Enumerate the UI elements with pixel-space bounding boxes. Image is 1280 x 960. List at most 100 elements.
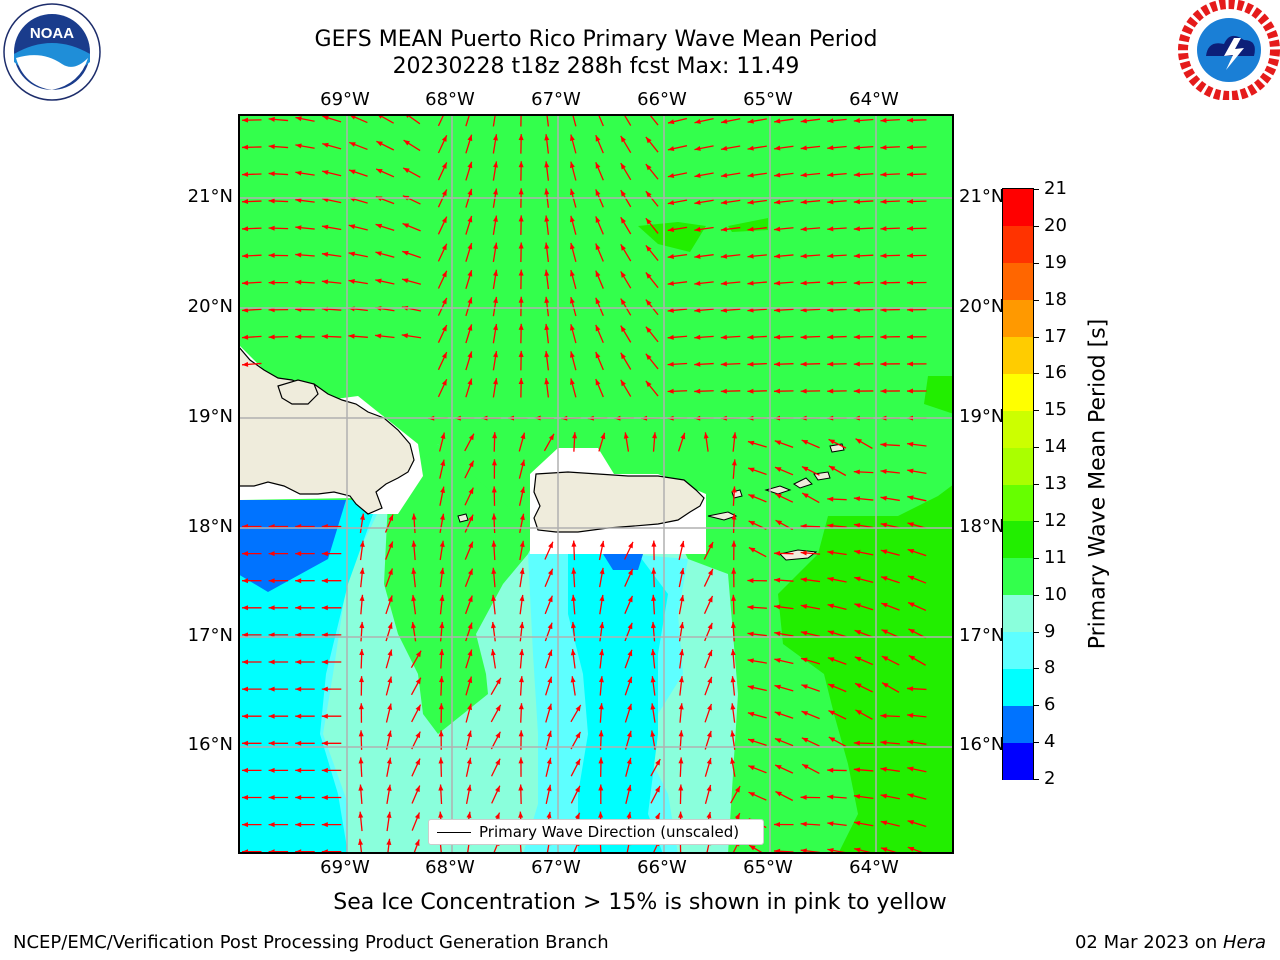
chart-subtitle: 20230228 t18z 288h fcst Max: 11.49	[392, 54, 800, 79]
wave-direction-arrowhead	[775, 791, 782, 797]
wave-direction-arrowhead	[907, 739, 914, 745]
wave-direction-arrowhead	[295, 578, 302, 584]
wave-direction-arrowhead	[242, 226, 249, 232]
wave-direction-arrowhead	[747, 685, 755, 691]
wave-direction-arrowhead	[518, 378, 524, 385]
wave-direction-arrowhead	[774, 848, 781, 852]
wave-direction-arrowhead	[598, 703, 604, 710]
wave-direction-arrowhead	[907, 549, 915, 554]
wave-direction-arrowhead	[627, 622, 633, 630]
wave-direction-arrowhead	[679, 567, 685, 575]
wave-direction-arrowhead	[853, 740, 860, 746]
wave-direction-arrowhead	[881, 629, 888, 635]
wave-direction-arrowhead	[493, 134, 498, 141]
wave-direction-arrowhead	[827, 576, 834, 582]
wave-direction-arrowhead	[800, 604, 808, 609]
wave-direction-arrowhead	[268, 334, 275, 340]
wave-direction-arrowhead	[881, 576, 888, 581]
wave-direction-arrowhead	[880, 442, 887, 448]
wave-direction-arrowhead	[321, 632, 328, 638]
wave-direction-arrowhead	[295, 795, 302, 800]
wave-direction-arrowhead	[321, 713, 328, 719]
wave-direction-arrowhead	[519, 649, 525, 656]
wave-direction-arrowhead	[441, 325, 447, 332]
wave-direction-arrowhead	[694, 388, 701, 394]
wave-direction-arrowhead	[827, 145, 834, 151]
colorbar-tick-mark	[1033, 189, 1039, 190]
colorbar-tick-mark	[1033, 410, 1039, 412]
wave-direction-arrowhead	[880, 388, 887, 394]
wave-direction-arrowhead	[774, 199, 781, 205]
wave-direction-arrowhead	[441, 243, 447, 251]
wave-direction-arrowhead	[828, 737, 836, 743]
wave-direction-arrowhead	[706, 730, 712, 738]
wave-direction-arrowhead	[827, 118, 834, 124]
wave-direction-arrowhead	[827, 821, 834, 827]
wave-direction-arrowhead	[415, 758, 421, 766]
wave-direction-arrowhead	[518, 215, 524, 222]
wave-direction-arrowhead	[518, 350, 524, 357]
wave-direction-arrowhead	[358, 811, 364, 818]
wave-direction-arrowhead	[441, 352, 447, 359]
colorbar-tick-mark	[1033, 520, 1039, 522]
wave-direction-arrowhead	[907, 766, 914, 772]
wave-direction-arrowhead	[242, 740, 248, 746]
wave-direction-arrowhead	[707, 595, 713, 603]
wave-direction-arrowhead	[415, 650, 422, 658]
wave-direction-arrowhead	[853, 253, 860, 259]
wave-direction-arrowhead	[880, 820, 888, 826]
wave-direction-arrowhead	[571, 594, 577, 602]
wave-direction-arrowhead	[321, 578, 328, 584]
wave-direction-arrowhead	[907, 253, 914, 259]
wave-direction-arrowhead	[519, 513, 525, 521]
wave-direction-arrowhead	[645, 164, 652, 171]
wave-direction-arrowhead	[467, 676, 473, 684]
wave-direction-arrowhead	[268, 605, 275, 611]
wave-direction-arrowhead	[518, 757, 524, 764]
wave-direction-arrowhead	[544, 323, 550, 331]
wave-direction-arrowhead	[295, 822, 302, 828]
colorbar-segment	[1003, 520, 1033, 559]
wave-direction-arrowhead	[518, 188, 524, 195]
wave-direction-arrowhead	[295, 605, 302, 611]
wave-direction-arrowhead	[748, 520, 756, 526]
wave-direction-arrowhead	[645, 245, 652, 252]
wave-direction-arrowhead	[801, 440, 809, 445]
wave-direction-arrowhead	[734, 786, 741, 793]
wave-direction-arrowhead	[651, 540, 657, 547]
wave-direction-arrowhead	[441, 135, 447, 142]
wave-direction-arrowhead	[720, 226, 728, 232]
wave-direction-arrowhead	[747, 280, 754, 286]
colorbar-tick-label: 16	[1044, 362, 1067, 384]
wave-direction-arrowhead	[268, 822, 275, 828]
wave-direction-arrowhead	[387, 622, 393, 629]
wave-direction-arrowhead	[694, 253, 701, 259]
wave-direction-arrowhead	[518, 269, 524, 276]
wave-direction-arrowhead	[748, 765, 755, 771]
wave-direction-arrowhead	[414, 812, 420, 820]
wave-direction-arrowhead	[268, 252, 275, 258]
wave-direction-arrowhead	[403, 140, 411, 146]
wave-direction-arrowhead	[411, 567, 417, 575]
wave-direction-arrowhead	[721, 145, 728, 151]
wave-direction-arrowhead	[853, 226, 860, 232]
wave-direction-arrowhead	[747, 440, 755, 446]
wave-direction-arrowhead	[595, 270, 601, 278]
wave-direction-arrowhead	[467, 649, 473, 657]
wave-direction-arrowhead	[706, 784, 712, 792]
wave-direction-arrow	[546, 116, 550, 127]
wave-direction-arrowhead	[569, 134, 575, 141]
colorbar-segment	[1003, 705, 1033, 743]
lat-label-right: 19°N	[959, 406, 1005, 427]
wave-direction-arrowhead	[907, 846, 915, 852]
wave-direction-arrowhead	[774, 226, 781, 232]
wave-direction-arrowhead	[774, 307, 781, 313]
wave-direction-arrowhead	[349, 142, 356, 147]
wave-direction-arrowhead	[490, 649, 496, 656]
wave-direction-arrowhead	[720, 361, 727, 367]
wave-direction-arrowhead	[406, 116, 409, 118]
wave-direction-arrowhead	[801, 466, 809, 472]
wave-direction-arrowhead	[295, 143, 302, 149]
wave-direction-arrowhead	[492, 432, 498, 439]
wave-direction-arrowhead	[853, 145, 860, 151]
